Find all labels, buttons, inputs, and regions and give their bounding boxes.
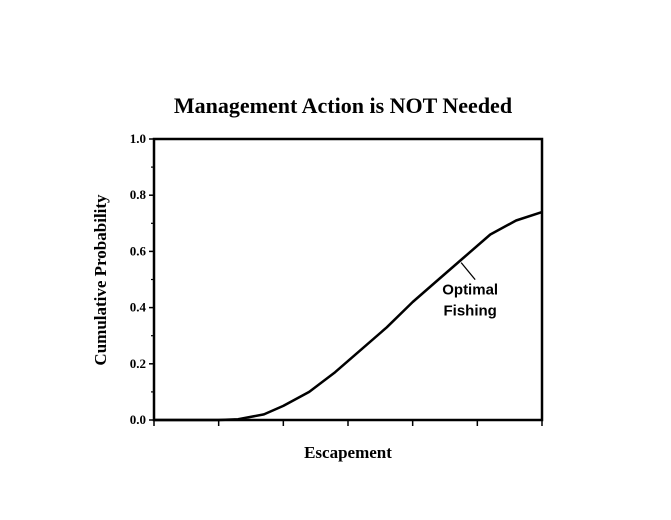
y-tick-label: 0.0 [130, 412, 146, 427]
y-axis-ticks: 0.0 0.2 0.4 0.6 0.8 1.0 [130, 131, 154, 427]
annotation-optimal: Optimal [442, 282, 498, 299]
annotation-fishing: Fishing [444, 303, 497, 320]
y-tick-label: 0.6 [130, 243, 147, 258]
y-tick-label: 0.8 [130, 187, 147, 202]
y-tick-label: 0.2 [130, 356, 146, 371]
y-axis-label: Cumulative Probability [91, 194, 110, 366]
y-tick-label: 0.4 [130, 300, 147, 315]
y-tick-label: 1.0 [130, 131, 146, 146]
series-line-optimal-fishing [154, 210, 543, 422]
chart-title: Management Action is NOT Needed [174, 93, 512, 118]
plot-frame [152, 137, 544, 422]
x-axis-label: Escapement [304, 443, 392, 462]
annotation-leader-line [460, 262, 476, 281]
